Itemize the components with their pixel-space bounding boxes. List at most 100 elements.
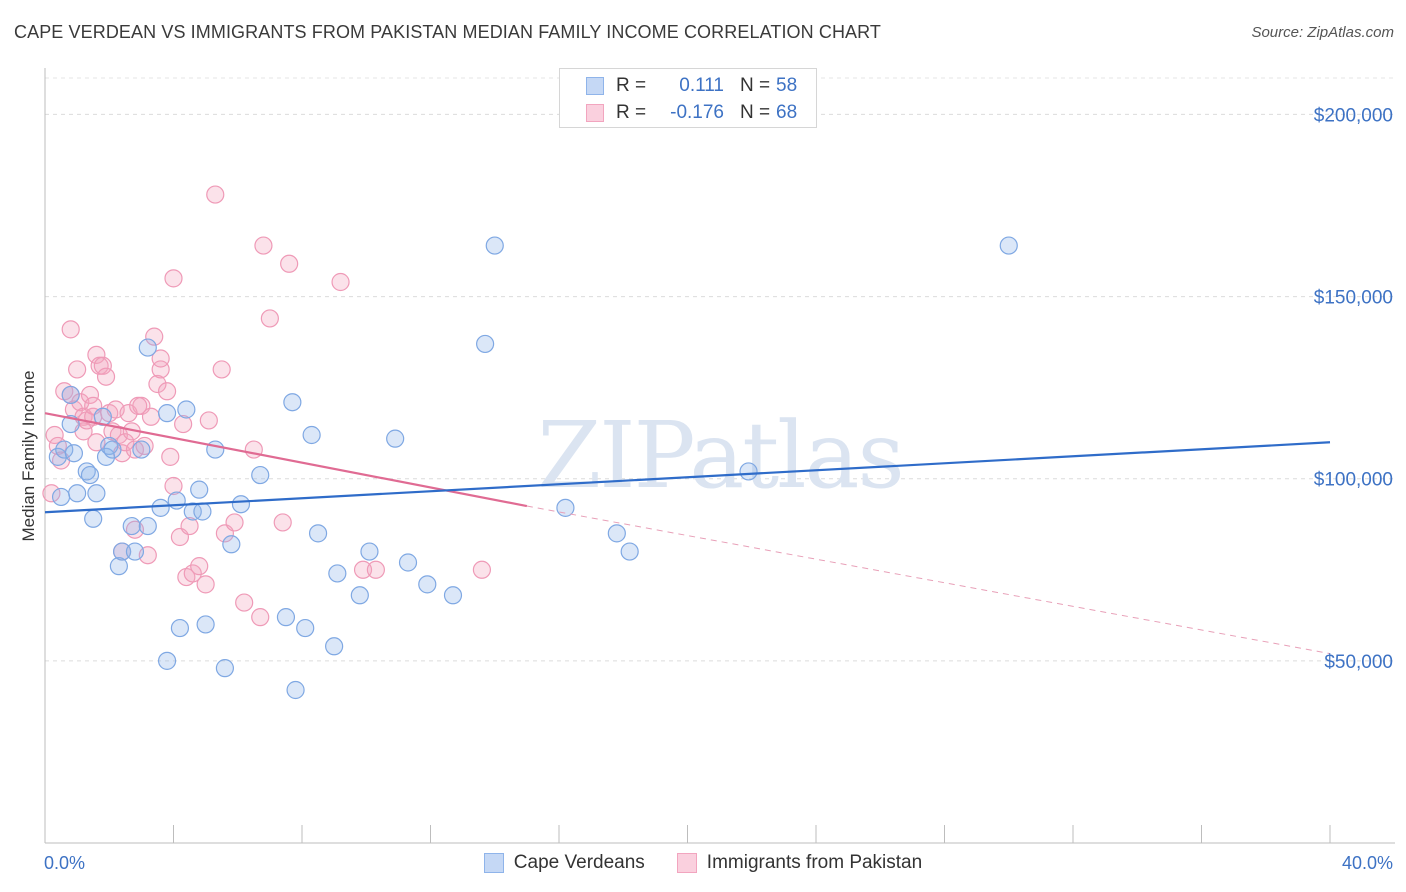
data-point: [739, 462, 758, 481]
legend-swatch-cape-verdeans: [586, 77, 604, 95]
data-point: [190, 557, 209, 576]
data-point: [145, 327, 164, 346]
legend-r-value: -0.176: [670, 102, 724, 123]
axes: [44, 68, 1395, 844]
data-point: [353, 560, 373, 579]
data-point: [286, 680, 305, 700]
series-immigrants-from-pakistan: [42, 185, 491, 627]
data-point: [302, 425, 321, 445]
data-point: [122, 516, 141, 536]
data-point: [45, 425, 64, 445]
legend-r-label: R =: [616, 102, 647, 123]
data-point: [61, 385, 80, 405]
data-point: [103, 440, 122, 459]
watermark: ZIPatlas: [537, 402, 902, 509]
series-cape-verdeans: [48, 236, 1018, 700]
data-point: [328, 564, 347, 583]
x-tick-label: 40.0%: [1342, 853, 1393, 873]
grid-lines: [45, 77, 1395, 662]
data-point: [68, 360, 87, 379]
data-point: [212, 360, 231, 379]
data-point: [138, 516, 157, 536]
data-point: [360, 542, 379, 561]
legend-swatch: [676, 853, 697, 873]
data-point: [190, 480, 209, 499]
data-point: [273, 513, 292, 532]
data-point: [308, 524, 328, 543]
legend-r-value: 0.111: [679, 75, 724, 96]
data-point: [260, 309, 279, 328]
data-point: [157, 404, 177, 423]
data-point: [331, 272, 350, 292]
data-point: [283, 393, 302, 412]
data-point: [235, 593, 254, 612]
data-point: [164, 269, 183, 288]
legend-swatch-immigrants-from-pakistan: [586, 104, 604, 122]
series-legend: Cape Verdeans Immigrants from Pakistan: [0, 852, 1406, 874]
y-tick-label: $150,000: [1314, 288, 1393, 309]
data-point: [607, 524, 626, 543]
data-point: [84, 509, 103, 528]
data-point: [251, 465, 270, 485]
legend-label: Immigrants from Pakistan: [706, 852, 923, 873]
data-point: [164, 476, 183, 496]
data-point: [222, 535, 241, 554]
stats-legend: R = 0.111 N = 58 R = -0.176 N = 68: [559, 68, 817, 128]
data-point: [80, 385, 100, 405]
data-point: [206, 440, 225, 459]
data-point: [296, 618, 315, 638]
data-point: [183, 502, 202, 521]
chart-title: CAPE VERDEAN VS IMMIGRANTS FROM PAKISTAN…: [14, 22, 882, 42]
legend-label: Cape Verdeans: [513, 852, 645, 873]
data-point: [180, 516, 199, 536]
trend-line-pakistan-extension: [526, 505, 1331, 655]
data-point: [64, 444, 84, 463]
data-point: [61, 320, 80, 339]
data-point: [96, 367, 116, 386]
data-point: [386, 429, 405, 448]
data-point: [109, 557, 128, 576]
data-point: [251, 608, 270, 627]
legend-n-value: 68: [776, 102, 798, 123]
data-point: [280, 254, 299, 273]
data-point: [206, 185, 225, 204]
data-point: [148, 374, 167, 394]
data-point: [443, 586, 463, 605]
data-point: [366, 560, 385, 579]
data-point: [138, 338, 157, 357]
data-point: [193, 502, 212, 521]
data-point: [196, 615, 215, 634]
data-point: [151, 498, 170, 517]
data-point: [42, 484, 61, 503]
data-point: [276, 608, 296, 627]
data-point: [183, 564, 202, 583]
y-tick-label: $50,000: [1324, 652, 1393, 673]
data-point: [215, 659, 234, 678]
data-point: [112, 542, 132, 561]
data-point: [231, 495, 251, 514]
legend-n-label: N =: [740, 75, 771, 96]
data-point: [167, 491, 186, 510]
data-point: [196, 575, 215, 594]
data-point: [225, 513, 244, 532]
legend-row-immigrants-from-pakistan: R = -0.176 N = 68: [586, 100, 797, 126]
data-point: [87, 484, 106, 503]
legend-n-label: N =: [740, 102, 771, 123]
legend-item-immigrants-from-pakistan: Immigrants from Pakistan: [676, 852, 923, 874]
y-axis-label: Median Family Income: [19, 370, 38, 541]
trend-line-cape-verdeans: [44, 441, 1331, 514]
data-point: [55, 440, 74, 459]
chart-source: Source: ZipAtlas.com: [1251, 24, 1394, 41]
data-point: [51, 487, 71, 507]
data-point: [254, 236, 273, 255]
data-point: [87, 345, 106, 364]
data-point: [620, 542, 639, 561]
y-tick-label: $200,000: [1314, 105, 1393, 126]
data-point: [199, 411, 218, 430]
data-point: [157, 651, 177, 670]
legend-row-cape-verdeans: R = 0.111 N = 58: [586, 73, 797, 99]
data-point: [151, 349, 170, 368]
legend-r-label: R =: [616, 75, 647, 96]
data-point: [174, 414, 193, 434]
data-point: [129, 396, 148, 415]
